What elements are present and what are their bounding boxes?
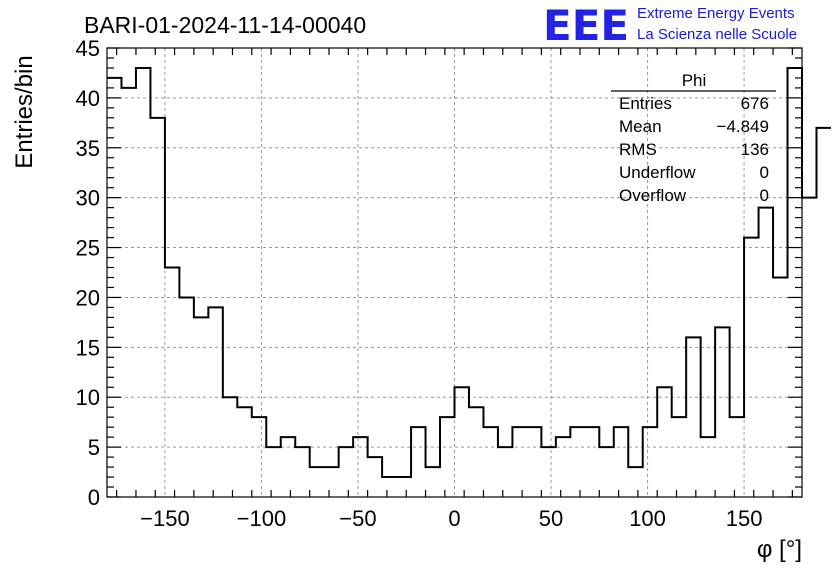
x-tick-label: −50 [339, 506, 376, 531]
stats-row-value: 0 [760, 186, 769, 205]
x-tick-labels: −150 −100 −50 0 50 100 150 [140, 506, 762, 531]
histogram-line [107, 66, 831, 479]
y-tick-label: 35 [76, 136, 100, 161]
y-tick-label: 45 [76, 36, 100, 61]
stats-row-label: Mean [619, 117, 662, 136]
chart-title: BARI-01-2024-11-14-00040 [84, 12, 366, 38]
eee-logo-line1: Extreme Energy Events [637, 5, 795, 22]
stats-row-label: RMS [619, 140, 657, 159]
stats-row-value: 676 [741, 94, 769, 113]
stats-row-value: −4.849 [717, 117, 769, 136]
eee-logo: EEE Extreme Energy Events La Scienza nel… [543, 1, 797, 50]
stats-row-label: Underflow [619, 163, 696, 182]
stats-rows: Entries 676 Mean −4.849 RMS 136 Underflow 0 Over… [619, 94, 769, 205]
y-tick-label: 25 [76, 236, 100, 261]
eee-logo-line2: La Scienza nelle Scuole [637, 26, 797, 43]
y-tick-labels: 0 5 10 15 20 25 30 35 40 45 [76, 36, 100, 510]
stats-box: Phi Entries 676 Mean −4.849 RMS 136 Underflow 0… [611, 71, 776, 205]
y-axis-label: Entries/bin [11, 55, 38, 168]
axis-ticks [107, 47, 802, 498]
x-tick-label: 150 [726, 506, 763, 531]
plot-frame [106, 47, 803, 498]
stats-box-name: Phi [682, 71, 707, 90]
stats-row-label: Overflow [619, 186, 687, 205]
y-tick-label: 15 [76, 335, 100, 360]
eee-logo-mark: EEE [543, 1, 629, 50]
y-tick-label: 40 [76, 86, 100, 111]
y-tick-label: 20 [76, 285, 100, 310]
y-tick-label: 5 [88, 435, 100, 460]
y-tick-label: 0 [88, 485, 100, 510]
stats-row-label: Entries [619, 94, 672, 113]
x-tick-label: −150 [140, 506, 190, 531]
y-tick-label: 30 [76, 186, 100, 211]
x-axis-label: φ [°] [757, 536, 802, 563]
x-tick-label: −100 [237, 506, 287, 531]
grid-lines [107, 48, 802, 497]
y-tick-label: 10 [76, 385, 100, 410]
x-tick-label: 0 [448, 506, 460, 531]
x-tick-label: 100 [629, 506, 666, 531]
x-tick-label: 50 [539, 506, 563, 531]
stats-row-value: 0 [760, 163, 769, 182]
stats-row-value: 136 [741, 140, 769, 159]
